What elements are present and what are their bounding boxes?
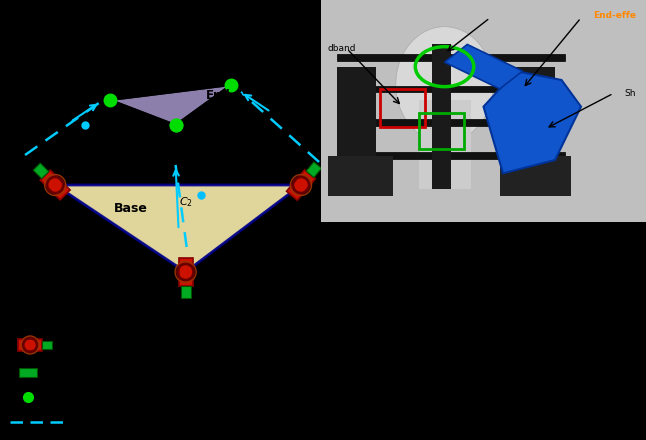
Bar <box>419 114 464 149</box>
Text: $M_i$: $M_i$ <box>313 305 324 318</box>
Bar <box>337 85 565 92</box>
Bar <box>337 66 377 167</box>
Text: $A_2$: $A_2$ <box>144 125 158 139</box>
Polygon shape <box>178 258 193 286</box>
Polygon shape <box>19 367 37 377</box>
Text: z: z <box>344 292 348 298</box>
Text: z: z <box>565 279 568 286</box>
Text: x: x <box>382 422 386 428</box>
Bar <box>432 44 451 189</box>
Bar <box>419 100 470 189</box>
Polygon shape <box>444 44 523 89</box>
Ellipse shape <box>396 27 494 142</box>
Polygon shape <box>483 71 581 173</box>
Text: x: x <box>565 395 568 401</box>
Bar <box>380 89 425 127</box>
Bar <box>337 55 565 61</box>
Text: $(\rho_i,\sigma_i,\tau_i)$: $(\rho_i,\sigma_i,\tau_i)$ <box>296 326 324 335</box>
Text: $C_i$: $C_i$ <box>497 319 506 332</box>
Text: Base: Base <box>114 202 147 215</box>
Text: y: y <box>387 312 391 319</box>
Bar <box>516 66 555 167</box>
Text: $(\psi_i,\varphi_i,\theta_i)$: $(\psi_i,\varphi_i,\theta_i)$ <box>394 433 423 440</box>
Text: y: y <box>621 383 625 389</box>
Text: $O$: $O$ <box>604 376 612 387</box>
Text: End-effector: End-effector <box>205 88 288 102</box>
Text: x: x <box>454 341 458 347</box>
Polygon shape <box>42 341 52 349</box>
Text: $Q_{(\alpha,\beta,\gamma)}$: $Q_{(\alpha,\beta,\gamma)}$ <box>587 279 620 293</box>
Polygon shape <box>306 162 322 177</box>
Text: $g_i$: $g_i$ <box>454 261 463 272</box>
Polygon shape <box>18 339 42 351</box>
Polygon shape <box>287 170 315 200</box>
Bar <box>500 155 571 195</box>
Bar <box>328 155 393 195</box>
Text: x: x <box>551 312 556 318</box>
Text: dband: dband <box>328 44 356 53</box>
Polygon shape <box>40 170 70 200</box>
Bar <box>337 152 565 159</box>
Polygon shape <box>55 185 301 272</box>
Text: $A_i$: $A_i$ <box>397 222 408 235</box>
Text: z: z <box>467 308 471 314</box>
Text: y: y <box>608 300 612 306</box>
Text: $L_{2i}$: $L_{2i}$ <box>360 265 372 278</box>
Text: $L_{1i}$: $L_{1i}$ <box>360 358 372 370</box>
Bar <box>337 119 565 125</box>
Text: Sh: Sh <box>625 89 636 98</box>
Polygon shape <box>33 163 49 179</box>
Text: y: y <box>510 329 514 335</box>
Polygon shape <box>181 286 191 298</box>
Text: y: y <box>439 410 443 416</box>
Text: x: x <box>330 324 335 330</box>
Text: $B_i$: $B_i$ <box>404 427 413 440</box>
Text: z: z <box>578 362 581 368</box>
Text: z: z <box>395 389 399 395</box>
Text: End-effe: End-effe <box>593 11 636 20</box>
Polygon shape <box>110 85 231 125</box>
Text: $C_2$: $C_2$ <box>179 195 193 209</box>
